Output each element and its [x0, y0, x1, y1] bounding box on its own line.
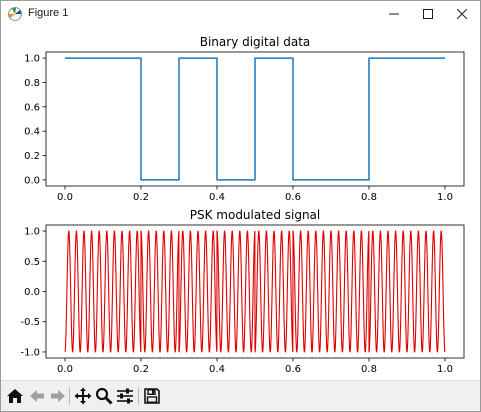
toolbar-separator	[69, 387, 70, 405]
y-tick-label: 1.0	[24, 54, 40, 65]
y-tick-label: 1.0	[24, 227, 40, 238]
minimize-button[interactable]	[377, 1, 411, 27]
figure-svg: Binary digital data 0.0 0.2 0.4 0.6 0.8 1.0 0.0…	[20, 35, 465, 375]
y-tick-label: 0.4	[24, 127, 40, 138]
x-tick-label: 0.0	[57, 192, 73, 203]
y-tick-label: 0.2	[24, 151, 40, 162]
maximize-icon	[423, 9, 433, 19]
window-title: Figure 1	[28, 7, 69, 19]
arrow-left-icon	[30, 390, 44, 402]
save-button[interactable]	[141, 385, 163, 407]
y-tick-label: 0.8	[24, 78, 40, 89]
y-tick-label: 0.5	[24, 257, 40, 268]
arrow-right-icon	[51, 390, 65, 402]
x-tick-label: 0.4	[209, 192, 225, 203]
magnifier-icon	[95, 387, 113, 405]
move-icon	[74, 387, 92, 405]
back-button[interactable]	[26, 385, 48, 407]
series-line	[64, 230, 446, 353]
y-tick-label: 0.0	[24, 287, 40, 298]
configure-subplots-button[interactable]	[114, 385, 136, 407]
navigation-toolbar	[1, 380, 480, 411]
y-tick-label: -0.5	[20, 317, 40, 328]
floppy-disk-icon	[144, 388, 160, 404]
close-icon	[457, 9, 467, 19]
x-tick-label: 0.2	[133, 192, 149, 203]
x-tick-label: 1.0	[437, 364, 453, 375]
sliders-icon	[117, 388, 133, 404]
y-tick-label: -1.0	[20, 347, 40, 358]
minimize-icon	[389, 13, 399, 15]
x-tick-label: 0.8	[361, 364, 377, 375]
y-tick-label: 0.6	[24, 102, 40, 113]
pan-button[interactable]	[72, 385, 94, 407]
x-tick-label: 0.8	[361, 192, 377, 203]
forward-button[interactable]	[47, 385, 69, 407]
close-button[interactable]	[445, 1, 479, 27]
y-tick-label: 0.0	[24, 175, 40, 186]
matplotlib-icon	[7, 6, 23, 22]
zoom-button[interactable]	[93, 385, 115, 407]
axes-frame	[45, 51, 465, 187]
x-tick-label: 0.0	[57, 364, 73, 375]
chart-title: Binary digital data	[200, 35, 311, 49]
x-tick-label: 0.2	[133, 364, 149, 375]
home-icon	[7, 389, 23, 403]
x-tick-label: 0.6	[285, 192, 301, 203]
x-tick-label: 0.6	[285, 364, 301, 375]
figure-canvas[interactable]: Binary digital data 0.0 0.2 0.4 0.6 0.8 1.0 0.0…	[1, 27, 480, 380]
maximize-button[interactable]	[411, 1, 445, 27]
x-tick-label: 1.0	[437, 192, 453, 203]
home-button[interactable]	[4, 385, 26, 407]
x-tick-label: 0.4	[209, 364, 225, 375]
toolbar-separator	[138, 387, 139, 405]
series-line	[65, 57, 445, 181]
chart-title: PSK modulated signal	[190, 208, 321, 222]
title-bar[interactable]: Figure 1	[1, 1, 480, 27]
